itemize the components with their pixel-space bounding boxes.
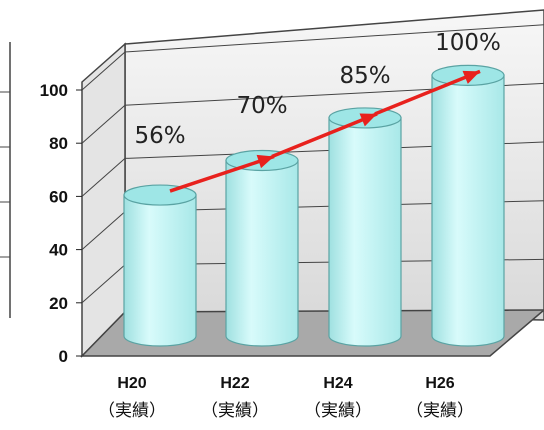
trend-arrow xyxy=(169,69,481,193)
y-tick-label: 40 xyxy=(49,241,68,260)
side-wall xyxy=(81,42,126,358)
y-tick-label: 0 xyxy=(59,347,68,366)
bar-body xyxy=(431,74,505,347)
trend-arrow-segment xyxy=(169,154,275,193)
y-axis: 0 20 40 60 80 100 xyxy=(40,81,82,366)
data-label: 56% xyxy=(134,123,185,149)
x-tick-sublabel: （実績） xyxy=(304,401,372,421)
gridline xyxy=(81,158,126,197)
bar-H22 xyxy=(225,149,299,347)
x-tick-sublabel: （実績） xyxy=(98,401,166,421)
trend-arrow-segment xyxy=(271,112,378,159)
trend-arrow-head xyxy=(359,113,377,127)
y-tick-label: 60 xyxy=(49,187,68,206)
data-label: 100% xyxy=(435,30,501,56)
left-neighbor-panel xyxy=(0,42,11,318)
x-tick-label: H26 xyxy=(425,375,454,392)
gridline xyxy=(124,24,544,53)
data-labels: 56% 70% 85% 100% xyxy=(134,30,500,149)
bar-body xyxy=(328,117,402,347)
x-tick-sublabel: （実績） xyxy=(406,401,474,421)
bar-body xyxy=(225,159,299,347)
gridline xyxy=(81,51,126,91)
bar-top xyxy=(123,184,197,206)
data-label: 85% xyxy=(339,63,390,89)
trend-arrow-head xyxy=(462,70,480,84)
x-tick-label: H24 xyxy=(323,375,352,392)
trend-arrow-head xyxy=(256,154,274,169)
x-tick-label: H20 xyxy=(117,375,146,392)
x-tick-label: H22 xyxy=(220,375,249,392)
bar-H26 xyxy=(431,64,505,347)
y-tick-label: 100 xyxy=(40,81,68,100)
gridline xyxy=(81,264,126,304)
bar-H24 xyxy=(328,107,402,347)
gridline xyxy=(81,211,126,250)
data-label: 70% xyxy=(236,93,287,119)
floor xyxy=(80,309,544,357)
y-tick-label: 80 xyxy=(49,134,68,153)
bar-H20 xyxy=(123,184,197,347)
y-tick-label: 20 xyxy=(49,294,68,313)
x-tick-sublabel: （実績） xyxy=(201,401,269,421)
x-axis: H20 （実績） H22 （実績） H24 （実績） H26 （実績） xyxy=(98,375,474,421)
bar-body xyxy=(123,194,197,347)
trend-arrow-segment xyxy=(374,69,481,116)
gridline xyxy=(81,104,126,144)
